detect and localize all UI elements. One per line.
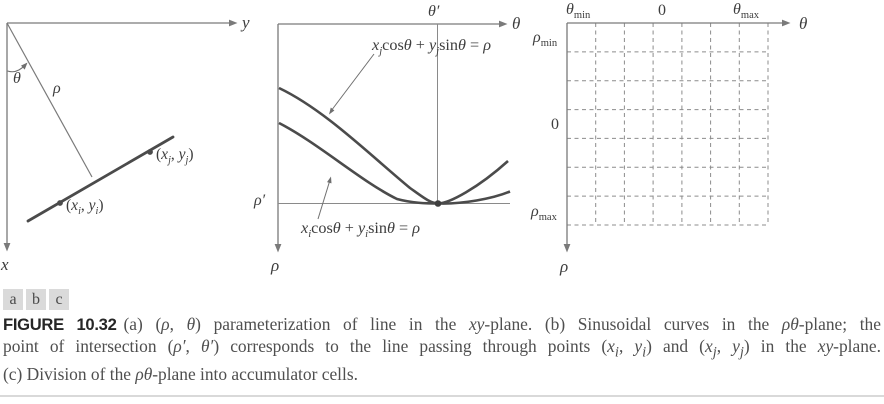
panel-c-theta-max-label: θmax: [733, 1, 760, 22]
figure-caption: FIGURE 10.32 (a) (ρ, θ) parameterization …: [3, 314, 881, 386]
equation-i-pointer-arrowhead-icon: [327, 176, 332, 184]
panel-key-c: c: [49, 289, 69, 310]
point-i-label: (xi, yi): [66, 197, 104, 218]
panel-key-b: b: [26, 289, 46, 310]
panel-c-rho-max-label: ρmax: [531, 203, 557, 224]
panel-c-rho-axis-label: ρ: [560, 257, 569, 276]
rho-normal-line: [6, 22, 93, 178]
equation-j-label: xjcosθ + yjsinθ = ρ: [372, 36, 491, 58]
panel-a-x-axis-label: x: [1, 255, 9, 274]
accumulator-grid-vertical-dashes: [595, 23, 769, 225]
equation-i-pointer-line: [317, 179, 331, 220]
panel-c-accumulator-grid-diagram: [563, 19, 791, 253]
panel-a-rho-label: ρ: [53, 80, 61, 97]
rho-axis-arrowhead-icon: [563, 244, 571, 253]
theta-axis-arrowhead-icon: [782, 19, 791, 27]
panel-b-theta-axis-label: θ: [512, 14, 521, 33]
panel-c-rho-min-label: ρmin: [533, 29, 558, 50]
equation-j-pointer-line: [330, 53, 375, 112]
panel-key-a: a: [3, 289, 23, 310]
bottom-divider-rule: [0, 395, 884, 397]
caption-line-1: FIGURE 10.32 (a) (ρ, θ) parameterization …: [3, 314, 881, 336]
panel-a-y-axis-label: y: [242, 13, 250, 32]
panel-a-xy-plane-diagram: [3, 19, 238, 252]
point-j-dot: [147, 149, 153, 155]
theta-arc-arrowhead-icon: [21, 62, 28, 70]
intersection-dot: [434, 200, 442, 207]
caption-line-1-text: (a) (ρ, θ) parameterization of line in t…: [123, 314, 881, 334]
x-axis-arrowhead-icon: [3, 243, 11, 252]
figure-number-label: FIGURE 10.32: [3, 315, 117, 334]
panel-c-theta-axis-label: θ: [799, 14, 808, 33]
caption-line-3: (c) Division of the ρθ-plane into accumu…: [3, 364, 358, 385]
panel-b-rho-axis-label: ρ: [271, 256, 280, 275]
panel-b-theta-prime-label: θ′: [428, 3, 440, 20]
sinusoid-j-curve: [278, 86, 509, 205]
y-axis-arrowhead-icon: [229, 19, 238, 27]
panel-c-zero-left-label: 0: [551, 116, 559, 133]
caption-line-2: point of intersection (ρ′, θ′) correspon…: [3, 335, 881, 361]
panel-a-theta-label: θ: [13, 70, 21, 87]
point-j-label: (xj, yj): [156, 146, 194, 167]
sinusoid-i-curve: [278, 121, 511, 205]
panel-c-zero-top-label: 0: [658, 2, 666, 19]
panel-b-rho-theta-curves-diagram: [274, 20, 511, 253]
rho-axis-arrowhead-icon: [274, 244, 282, 253]
point-i-dot: [57, 200, 63, 206]
equation-i-label: xicosθ + yisinθ = ρ: [301, 219, 420, 241]
theta-axis-arrowhead-icon: [499, 20, 508, 28]
accumulator-grid-horizontal-dashes: [567, 51, 768, 226]
panel-b-rho-prime-label: ρ′: [254, 192, 266, 209]
equation-j-pointer-arrowhead-icon: [329, 107, 335, 115]
panel-key-row: a b c: [3, 289, 69, 310]
panel-c-theta-min-label: θmin: [566, 1, 591, 22]
